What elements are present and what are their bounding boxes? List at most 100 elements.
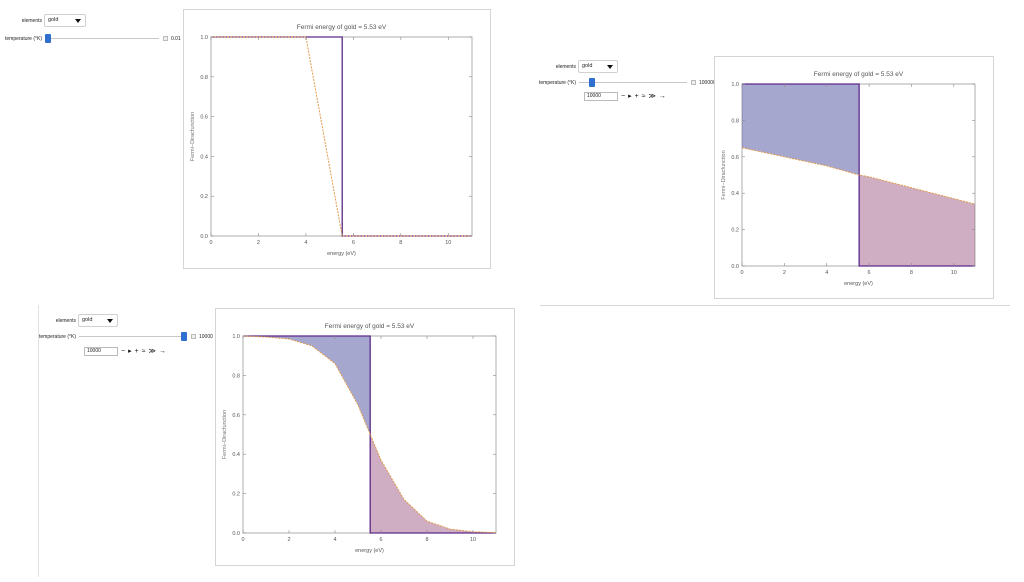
x-tick-label: 6 <box>868 270 871 276</box>
x-tick-label: 6 <box>352 240 355 246</box>
x-tick-label: 4 <box>304 240 307 246</box>
slider-track <box>79 336 187 337</box>
y-tick-label: 0.8 <box>200 75 208 81</box>
chevron-down-icon <box>107 319 113 323</box>
faster-button[interactable]: ≈ <box>141 348 146 355</box>
element-select[interactable]: gold <box>578 60 618 73</box>
cell-divider <box>540 305 1010 306</box>
x-tick-label: 2 <box>287 537 290 543</box>
expand-controls-icon[interactable] <box>691 80 696 85</box>
expand-controls-icon[interactable] <box>191 334 196 339</box>
y-tick-label: 0.6 <box>232 413 240 419</box>
y-tick-label: 0.0 <box>731 264 739 270</box>
x-tick-label: 10 <box>951 270 957 276</box>
increment-button[interactable]: + <box>134 348 139 355</box>
temperature-label: temperature (°K) <box>38 333 76 340</box>
series-line-step <box>243 335 496 534</box>
increment-button[interactable]: + <box>634 93 639 100</box>
element-select[interactable]: gold <box>78 314 118 327</box>
y-axis-label: Fermi−Diracfunction <box>190 112 196 161</box>
fill-below-fermi <box>243 336 371 435</box>
temperature-value-field[interactable]: 10000 <box>84 347 118 356</box>
direction-button[interactable]: → <box>158 348 166 355</box>
series-line-fermi-dirac <box>741 147 976 205</box>
x-tick-label: 6 <box>379 537 382 543</box>
elements-label: elements <box>55 317 76 324</box>
x-tick-label: 4 <box>825 270 828 276</box>
slower-button[interactable]: ≫ <box>148 348 156 355</box>
y-tick-label: 0.4 <box>200 154 208 160</box>
x-axis-label: energy (eV) <box>844 281 873 287</box>
y-tick-label: 0.6 <box>200 115 208 121</box>
slider-max-value: 100000 <box>699 79 716 86</box>
y-tick-label: 0.8 <box>232 373 240 379</box>
chart-title: Fermi energy of gold = 5.53 eV <box>297 24 387 31</box>
element-select-value: gold <box>582 63 593 69</box>
slider-thumb[interactable] <box>589 78 596 87</box>
temperature-value-field[interactable]: 10000 <box>584 92 618 101</box>
slider-thumb[interactable] <box>181 332 187 341</box>
fill-above-fermi <box>370 434 496 533</box>
chevron-down-icon <box>75 19 81 23</box>
decrement-button[interactable]: − <box>121 348 126 355</box>
decrement-button[interactable]: − <box>621 93 626 100</box>
manipulate-1: elements gold temperature (°K) 0.01 Ferm… <box>0 0 500 290</box>
x-tick-label: 10 <box>470 537 476 543</box>
y-tick-label: 0.2 <box>731 228 739 234</box>
x-axis-label: energy (eV) <box>355 548 384 554</box>
temperature-label: temperature (°K) <box>4 35 42 42</box>
y-tick-label: 1.0 <box>200 35 208 41</box>
manipulate-2: elements gold temperature (°K) 100000 10… <box>530 54 1000 304</box>
element-select-value: gold <box>48 17 59 23</box>
plot-panel-1: Fermi energy of gold = 5.53 eV 0 2 4 6 8 10 0.0… <box>183 9 491 269</box>
y-tick-label: 0.2 <box>232 492 240 498</box>
chart-title: Fermi energy of gold = 5.53 eV <box>814 71 904 78</box>
x-tick-label: 8 <box>910 270 913 276</box>
plot-frame <box>210 36 473 237</box>
plot-panel-3: Fermi energy of gold = 5.53 eV 0 2 4 6 8 10 0.0… <box>215 308 515 566</box>
manipulate-3: elements gold temperature (°K) 10000 100… <box>0 304 520 574</box>
y-tick-label: 0.2 <box>200 194 208 200</box>
y-tick-label: 0.4 <box>731 191 739 197</box>
y-tick-label: 1.0 <box>731 82 739 88</box>
temperature-slider[interactable] <box>79 332 187 341</box>
slider-max-value: 0.01 <box>171 35 181 42</box>
x-axis-label: energy (eV) <box>327 251 356 257</box>
y-axis-label: Fermi−Diracfunction <box>222 410 228 459</box>
slider-thumb[interactable] <box>45 34 51 43</box>
temperature-slider[interactable] <box>45 34 159 43</box>
x-tick-label: 0 <box>209 240 212 246</box>
fill-above-fermi <box>859 175 975 266</box>
fill-below-fermi <box>742 84 860 175</box>
fermi-dirac-chart-3: Fermi energy of gold = 5.53 eV 0 2 4 6 8 10 0.0… <box>222 323 497 554</box>
x-tick-label: 8 <box>425 537 428 543</box>
slider-max-value: 10000 <box>199 333 213 340</box>
elements-label: elements <box>21 17 42 24</box>
direction-button[interactable]: → <box>658 93 666 100</box>
x-tick-label: 10 <box>445 240 451 246</box>
play-button[interactable]: ▸ <box>128 348 132 355</box>
slower-button[interactable]: ≫ <box>648 93 656 100</box>
element-select-value: gold <box>82 317 93 323</box>
y-tick-label: 1.0 <box>232 334 240 340</box>
y-tick-label: 0.0 <box>200 234 208 240</box>
play-button[interactable]: ▸ <box>628 93 632 100</box>
chevron-down-icon <box>607 65 613 69</box>
expand-controls-icon[interactable] <box>163 36 168 41</box>
x-tick-label: 0 <box>241 537 244 543</box>
series-line-step <box>211 36 472 237</box>
elements-label: elements <box>555 63 576 70</box>
x-tick-label: 4 <box>333 537 336 543</box>
chart-title: Fermi energy of gold = 5.53 eV <box>325 323 415 330</box>
x-tick-label: 2 <box>783 270 786 276</box>
plot-panel-2: Fermi energy of gold = 5.53 eV 0 2 4 6 8 10 0.0… <box>714 56 994 299</box>
fermi-dirac-chart-1: Fermi energy of gold = 5.53 eV 0 2 4 6 8 10 0.0… <box>190 24 473 257</box>
faster-button[interactable]: ≈ <box>641 93 646 100</box>
x-tick-label: 8 <box>399 240 402 246</box>
slider-track <box>45 38 159 39</box>
series-line-fermi-dirac <box>211 36 472 237</box>
temperature-label: temperature (°K) <box>538 79 576 86</box>
x-tick-label: 2 <box>257 240 260 246</box>
element-select[interactable]: gold <box>44 14 86 27</box>
temperature-slider[interactable] <box>579 78 687 87</box>
